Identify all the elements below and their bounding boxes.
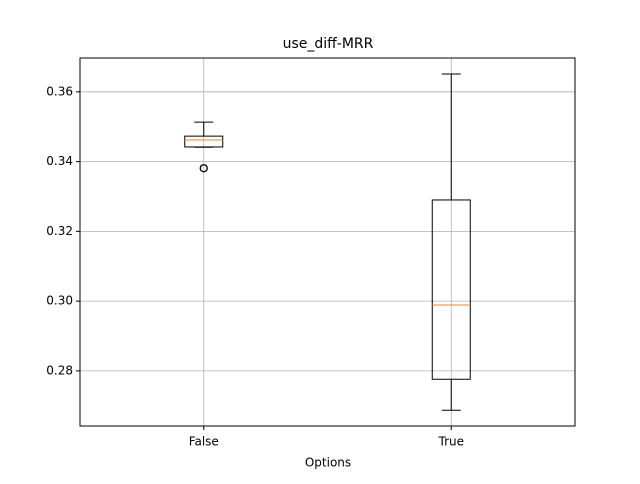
y-tick-label: 0.36: [46, 84, 73, 98]
box: [431, 199, 471, 380]
x-axis-label: Options: [305, 456, 351, 470]
outlier: [199, 164, 208, 173]
x-tick-label: True: [438, 435, 465, 449]
y-tick-label: 0.34: [46, 154, 73, 168]
chart-title: use_diff-MRR: [283, 36, 374, 52]
y-tick-label: 0.28: [46, 363, 73, 377]
x-tick-label: False: [189, 435, 219, 449]
y-tick-label: 0.32: [46, 224, 73, 238]
box: [184, 135, 224, 148]
plot-frame: [79, 57, 576, 427]
y-tick-label: 0.30: [46, 294, 73, 308]
